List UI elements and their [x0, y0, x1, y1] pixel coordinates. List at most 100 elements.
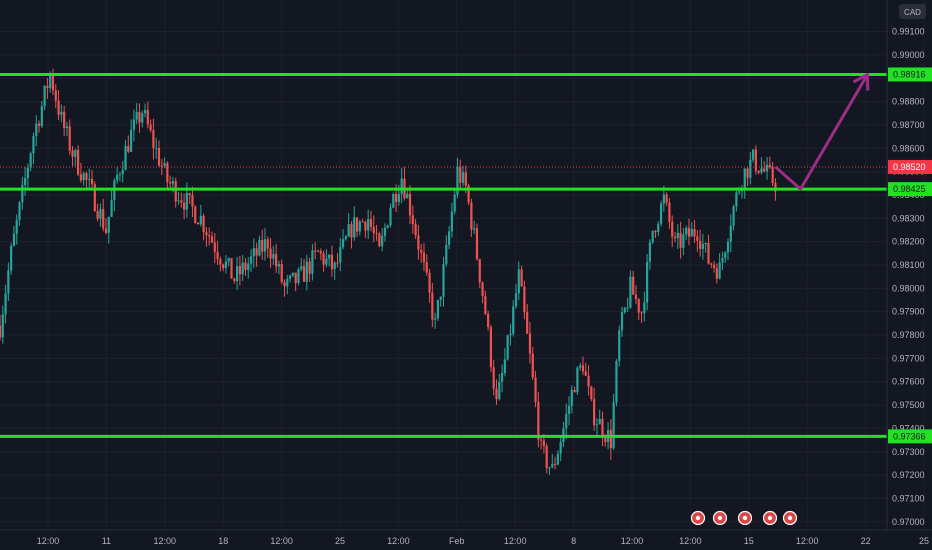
price-tick-label: 0.98300 — [892, 213, 925, 223]
candle — [160, 159, 163, 176]
candle — [492, 360, 495, 396]
currency-label: CAD — [904, 8, 921, 17]
candle — [771, 162, 774, 187]
price-tick-label: 0.97100 — [892, 493, 925, 503]
candle — [763, 161, 766, 173]
price-tick-label: 0.98800 — [892, 97, 925, 107]
candle — [344, 234, 347, 241]
candle — [208, 227, 211, 246]
candle — [729, 214, 732, 253]
candle — [445, 235, 448, 267]
candle — [333, 261, 336, 280]
candle — [169, 175, 172, 190]
candle — [205, 226, 208, 247]
price-tick-label: 0.98600 — [892, 143, 925, 153]
candle — [548, 466, 551, 475]
candle — [632, 270, 635, 295]
candle — [15, 214, 18, 245]
candle — [721, 251, 724, 271]
candle — [587, 365, 590, 396]
candle — [233, 277, 236, 284]
price-tick-label: 0.99000 — [892, 50, 925, 60]
candle — [553, 456, 557, 470]
level-price-label: 0.98916 — [893, 69, 926, 79]
level-price-label: 0.98425 — [893, 184, 926, 194]
candle — [428, 268, 431, 303]
candle — [704, 242, 707, 253]
candle — [509, 323, 512, 346]
candle — [355, 217, 359, 238]
candle — [459, 159, 462, 190]
candle — [386, 224, 389, 229]
time-tick-label: 12:00 — [679, 536, 702, 546]
candle — [699, 229, 702, 257]
event-marker[interactable] — [690, 510, 706, 526]
candle — [545, 443, 548, 474]
candle — [715, 263, 718, 284]
candle — [63, 105, 66, 137]
candle — [461, 165, 465, 187]
candle — [489, 324, 493, 373]
candle — [682, 227, 685, 256]
candle — [124, 140, 127, 171]
candle — [531, 346, 534, 381]
candle — [481, 281, 484, 304]
candle — [696, 230, 699, 252]
candle — [367, 209, 370, 239]
event-marker[interactable] — [737, 510, 753, 526]
projection-path[interactable] — [774, 73, 869, 191]
candle — [425, 254, 428, 277]
event-marker[interactable] — [762, 510, 778, 526]
candle — [79, 162, 82, 183]
candle — [665, 192, 668, 207]
candle — [43, 85, 46, 111]
candle — [534, 370, 537, 408]
candle — [676, 224, 679, 250]
candle — [668, 198, 671, 229]
price-tick-label: 0.97400 — [892, 423, 925, 433]
candle — [224, 255, 228, 274]
candle — [68, 119, 71, 155]
currency-badge[interactable]: CAD — [899, 4, 926, 19]
candle — [202, 213, 205, 241]
candle — [657, 221, 660, 237]
candle — [350, 221, 353, 249]
candle — [135, 103, 138, 125]
candle — [765, 156, 769, 180]
time-tick-label: 12:00 — [796, 536, 819, 546]
candle — [381, 228, 384, 252]
time-tick-label: 12:00 — [154, 536, 177, 546]
candle — [65, 121, 69, 137]
candle — [77, 145, 80, 177]
candle — [0, 314, 2, 341]
candle — [718, 253, 721, 280]
candle — [210, 231, 214, 244]
candle — [439, 296, 442, 307]
time-axis[interactable]: 12:00 11 12:00 18 12:00 25 12:00 Feb 12:00 8 12:00… — [37, 536, 929, 546]
candle — [26, 163, 29, 188]
candle — [325, 248, 328, 268]
candle — [453, 188, 456, 215]
candle — [12, 225, 16, 247]
candle — [180, 192, 183, 208]
event-marker[interactable] — [782, 510, 798, 526]
candle — [378, 231, 381, 248]
candle — [609, 419, 612, 460]
time-tick-label: 12:00 — [387, 536, 410, 546]
candle — [163, 157, 166, 169]
candle — [768, 156, 771, 169]
candle — [726, 238, 730, 261]
event-marker[interactable] — [712, 510, 728, 526]
candle — [500, 364, 504, 393]
candle — [166, 161, 169, 190]
candle — [302, 258, 306, 282]
support-resistance-levels — [0, 72, 887, 438]
price-tick-label: 0.97800 — [892, 330, 925, 340]
candle — [341, 229, 345, 250]
candle — [447, 226, 451, 250]
candle — [422, 243, 426, 272]
candle — [141, 110, 144, 128]
candle — [498, 373, 501, 401]
event-markers[interactable] — [690, 510, 798, 526]
